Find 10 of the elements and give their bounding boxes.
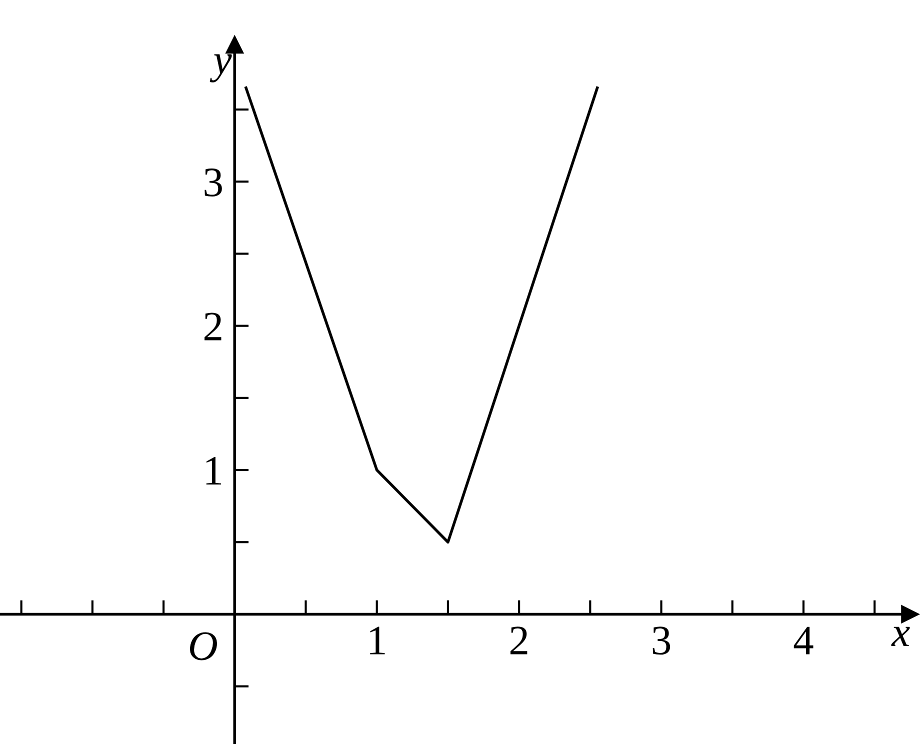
x-axis-title: x	[891, 626, 910, 646]
x-tick-label: 2	[510, 626, 528, 654]
y-tick-label: 3	[204, 168, 222, 196]
x-tick-label: 3	[652, 626, 670, 655]
y-tick-label: 1	[206, 456, 222, 484]
annotation: O	[190, 632, 217, 660]
y-axis-title: y	[210, 54, 232, 82]
y-tick-label: 2	[204, 312, 222, 340]
x-tick-label: 1	[370, 626, 385, 654]
x-tick-label: 4	[794, 626, 814, 654]
